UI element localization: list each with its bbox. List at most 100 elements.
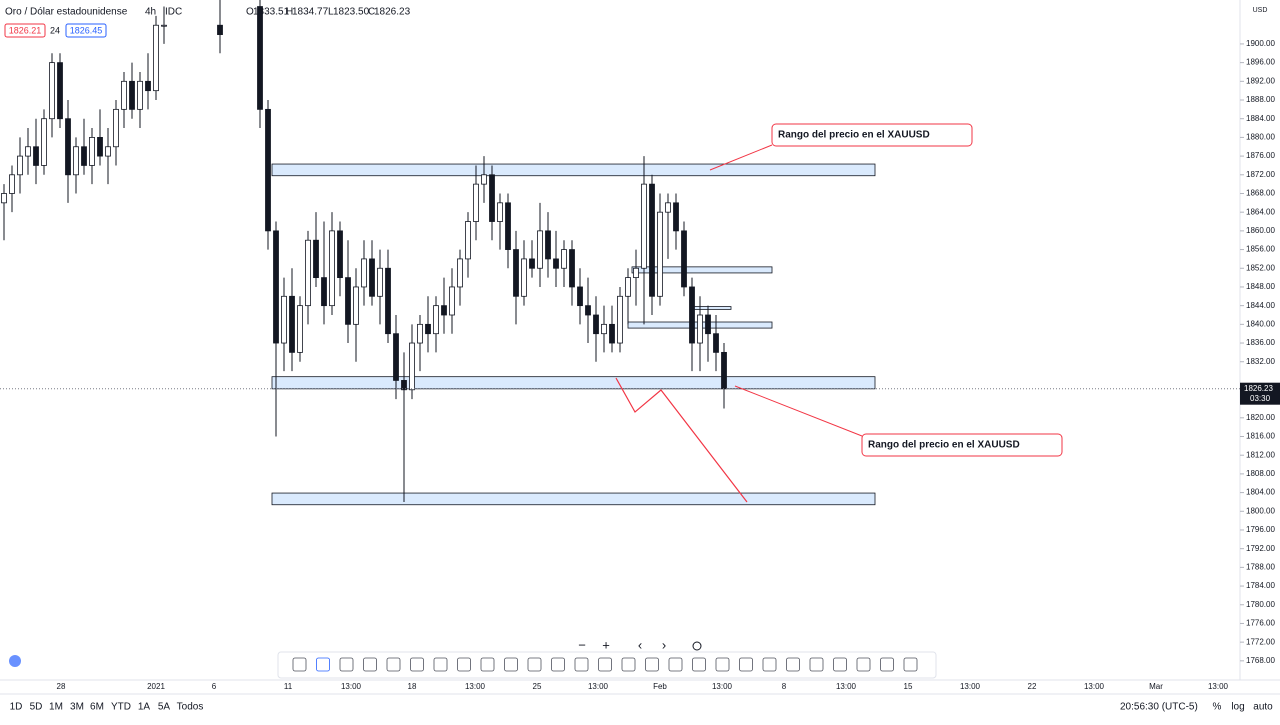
range-button[interactable]: 3M	[70, 702, 84, 713]
ohlc-value: 1826.23	[374, 7, 411, 18]
candle-body	[305, 239, 311, 307]
range-button[interactable]: 6M	[90, 702, 104, 713]
scale-option[interactable]: %	[1213, 702, 1222, 713]
scroll-right[interactable]: ›	[662, 637, 666, 652]
tool-icon[interactable]	[621, 657, 636, 672]
tool-icon[interactable]	[598, 657, 612, 672]
candle-body	[617, 295, 623, 344]
buy-pill[interactable]	[65, 23, 107, 38]
x-tick-label: 13:00	[836, 682, 857, 691]
tool-icon[interactable]	[880, 657, 894, 672]
range-button[interactable]: YTD	[111, 702, 131, 713]
logo	[9, 655, 21, 667]
y-tick-label: 1884.00	[1246, 114, 1275, 123]
candle-body	[657, 211, 663, 297]
tool-icon[interactable]	[739, 657, 753, 672]
candle-body	[81, 146, 87, 166]
callout-line	[709, 144, 773, 171]
zoom-in[interactable]: +	[602, 637, 610, 652]
drawing-toolbar: − + ‹ ›	[277, 637, 937, 679]
candle-body	[521, 258, 527, 297]
tool-icon[interactable]	[715, 657, 730, 672]
tool-icon[interactable]	[433, 657, 448, 672]
x-tick-label: 22	[1028, 682, 1037, 691]
candle-body	[497, 202, 503, 222]
tool-icon[interactable]	[457, 657, 471, 672]
tool-icon[interactable]	[480, 657, 495, 672]
candle-body	[385, 267, 391, 335]
ohlc-label: O	[246, 7, 254, 18]
tool-icon[interactable]	[762, 657, 777, 672]
tool-icon[interactable]	[363, 657, 377, 672]
x-tick-label: 13:00	[465, 682, 486, 691]
price-tag-label: 1826.23	[1244, 384, 1273, 393]
price-tag-timer: 03:30	[1250, 394, 1271, 403]
range-button[interactable]: 5A	[158, 702, 171, 713]
y-tick-label: 1896.00	[1246, 58, 1275, 67]
candle-body	[321, 277, 327, 307]
tool-icon[interactable]	[903, 657, 918, 672]
candle-body	[721, 351, 727, 390]
price-zone	[271, 163, 876, 177]
candle-body	[121, 80, 127, 110]
sell-pill[interactable]	[4, 23, 46, 38]
scale-option[interactable]: auto	[1253, 702, 1273, 713]
candle-body	[313, 239, 319, 279]
x-tick-label: 18	[408, 682, 417, 691]
candle-body	[65, 118, 71, 176]
tool-icon[interactable]	[786, 657, 800, 672]
candle-body	[713, 333, 719, 353]
candle-body	[465, 221, 471, 260]
tool-icon[interactable]	[809, 657, 824, 672]
candle-body	[473, 183, 479, 222]
candle-body	[217, 24, 223, 35]
tool-icon[interactable]	[339, 657, 354, 672]
ohlc-label: H	[286, 7, 293, 18]
candle-body	[601, 323, 607, 335]
tool-icon[interactable]	[504, 657, 518, 672]
scale-option[interactable]: log	[1231, 702, 1244, 713]
candle-body	[353, 286, 359, 325]
candle-body	[545, 230, 551, 260]
candle-body	[689, 286, 695, 344]
candle-body	[633, 267, 639, 279]
y-tick-label: 1808.00	[1246, 469, 1275, 478]
tool-icon[interactable]	[527, 657, 542, 672]
tool-icon[interactable]	[856, 657, 871, 672]
range-button[interactable]: 1M	[49, 702, 63, 713]
ohlc-value: 1823.50	[333, 7, 370, 18]
scroll-left[interactable]: ‹	[638, 637, 642, 652]
tool-icon[interactable]	[668, 657, 683, 672]
candle-body	[433, 305, 439, 335]
zoom-out[interactable]: −	[578, 637, 586, 652]
tool-icon[interactable]	[292, 657, 307, 672]
tool-icon[interactable]	[574, 657, 589, 672]
range-button[interactable]: Todos	[177, 702, 204, 713]
y-tick-label: 1816.00	[1246, 432, 1275, 441]
range-button[interactable]: 1A	[138, 702, 151, 713]
candle-body	[1, 193, 7, 204]
tool-icon[interactable]	[551, 657, 565, 672]
candle-body	[17, 155, 23, 176]
y-tick-label: 1788.00	[1246, 562, 1275, 571]
tool-icon[interactable]	[316, 657, 330, 672]
tool-icon[interactable]	[645, 657, 659, 672]
reset-chart[interactable]	[692, 641, 702, 651]
source: IDC	[165, 7, 182, 18]
candle-body	[73, 146, 79, 176]
y-tick-label: 1892.00	[1246, 76, 1275, 85]
price-zone	[689, 306, 732, 310]
candle-body	[9, 174, 15, 194]
tool-icon[interactable]	[410, 657, 424, 672]
candle-body	[329, 230, 335, 307]
ohlc-value: 1834.77	[292, 7, 329, 18]
tool-icon[interactable]	[386, 657, 401, 672]
sell-price: 1826.21	[9, 25, 42, 35]
x-tick-label: 13:00	[960, 682, 981, 691]
tool-icon[interactable]	[833, 657, 847, 672]
range-button[interactable]: 5D	[30, 702, 43, 713]
candle-body	[105, 146, 111, 157]
tool-icon[interactable]	[692, 657, 706, 672]
range-button[interactable]: 1D	[10, 702, 23, 713]
